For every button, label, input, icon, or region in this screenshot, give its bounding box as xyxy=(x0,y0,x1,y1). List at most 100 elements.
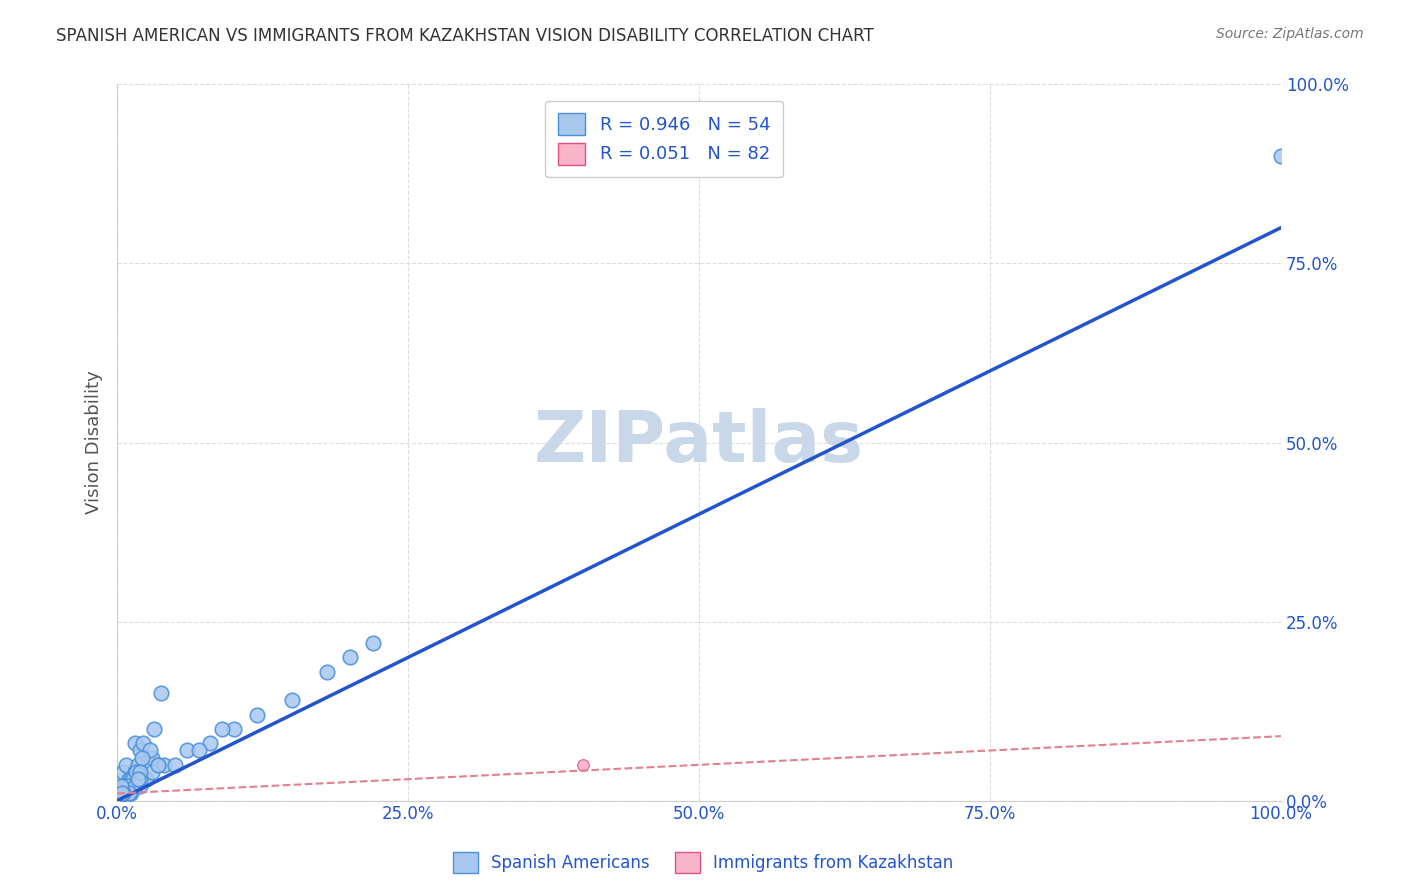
Point xyxy=(107,790,129,805)
Point xyxy=(112,779,135,793)
Point xyxy=(129,779,152,793)
Point xyxy=(108,783,131,797)
Point xyxy=(110,787,132,801)
Point xyxy=(108,787,131,801)
Point xyxy=(127,772,149,786)
Point xyxy=(117,779,139,793)
Point xyxy=(281,693,304,707)
Point xyxy=(107,787,129,801)
Point xyxy=(108,779,131,793)
Legend: R = 0.946   N = 54, R = 0.051   N = 82: R = 0.946 N = 54, R = 0.051 N = 82 xyxy=(546,101,783,178)
Point xyxy=(120,787,142,801)
Point xyxy=(107,787,129,801)
Point xyxy=(107,787,129,801)
Point xyxy=(108,787,131,801)
Point xyxy=(108,787,131,801)
Point xyxy=(108,790,131,805)
Point xyxy=(107,790,129,805)
Point xyxy=(107,790,129,805)
Point xyxy=(118,787,141,801)
Point xyxy=(110,779,132,793)
Point xyxy=(108,787,131,801)
Point xyxy=(111,779,134,793)
Point xyxy=(107,779,129,793)
Point xyxy=(108,790,131,805)
Point xyxy=(108,787,131,801)
Point xyxy=(108,779,131,793)
Point xyxy=(129,743,152,757)
Point xyxy=(108,783,131,797)
Point xyxy=(110,779,132,793)
Point xyxy=(110,787,132,801)
Point xyxy=(108,787,131,801)
Point xyxy=(108,790,131,805)
Point xyxy=(107,779,129,793)
Point xyxy=(108,779,131,793)
Point xyxy=(107,779,129,793)
Point xyxy=(200,736,222,750)
Point xyxy=(115,787,138,801)
Text: Source: ZipAtlas.com: Source: ZipAtlas.com xyxy=(1216,27,1364,41)
Point xyxy=(108,783,131,797)
Point xyxy=(110,783,132,797)
Point xyxy=(107,790,129,805)
Point xyxy=(111,787,134,801)
Point xyxy=(108,783,131,797)
Point xyxy=(339,650,361,665)
Point xyxy=(131,750,153,764)
Point xyxy=(108,790,131,805)
Point xyxy=(146,757,169,772)
Point xyxy=(361,636,384,650)
Point xyxy=(107,787,129,801)
Point xyxy=(176,743,198,757)
Point xyxy=(118,779,141,793)
Point xyxy=(141,750,163,764)
Point xyxy=(108,783,131,797)
Point xyxy=(108,790,131,805)
Point xyxy=(165,757,187,772)
Point xyxy=(315,665,337,679)
Point xyxy=(107,779,129,793)
Point xyxy=(150,686,173,700)
Point xyxy=(129,772,152,786)
Point xyxy=(107,787,129,801)
Point xyxy=(108,779,131,793)
Point xyxy=(125,764,148,779)
Point xyxy=(108,787,131,801)
Point xyxy=(107,783,129,797)
Point xyxy=(107,787,129,801)
Point xyxy=(107,783,129,797)
Point xyxy=(108,787,131,801)
Point xyxy=(124,764,146,779)
Point xyxy=(108,787,131,801)
Point xyxy=(1270,149,1292,163)
Point xyxy=(108,787,131,801)
Point xyxy=(115,757,138,772)
Point xyxy=(135,772,157,786)
Point xyxy=(107,787,129,801)
Point xyxy=(107,790,129,805)
Point xyxy=(107,790,129,805)
Point xyxy=(108,787,131,801)
Point xyxy=(108,787,131,801)
Point xyxy=(571,757,593,772)
Point xyxy=(107,790,129,805)
Point xyxy=(129,764,152,779)
Point xyxy=(110,783,132,797)
Point xyxy=(108,787,131,801)
Point xyxy=(107,783,129,797)
Point xyxy=(107,787,129,801)
Point xyxy=(107,790,129,805)
Point xyxy=(108,787,131,801)
Point xyxy=(110,783,132,797)
Point xyxy=(124,779,146,793)
Point xyxy=(118,787,141,801)
Point xyxy=(111,787,134,801)
Point xyxy=(110,783,132,797)
Point xyxy=(107,779,129,793)
Point xyxy=(107,779,129,793)
Point xyxy=(124,779,146,793)
Point xyxy=(107,787,129,801)
Text: ZIPatlas: ZIPatlas xyxy=(534,408,865,477)
Point xyxy=(108,787,131,801)
